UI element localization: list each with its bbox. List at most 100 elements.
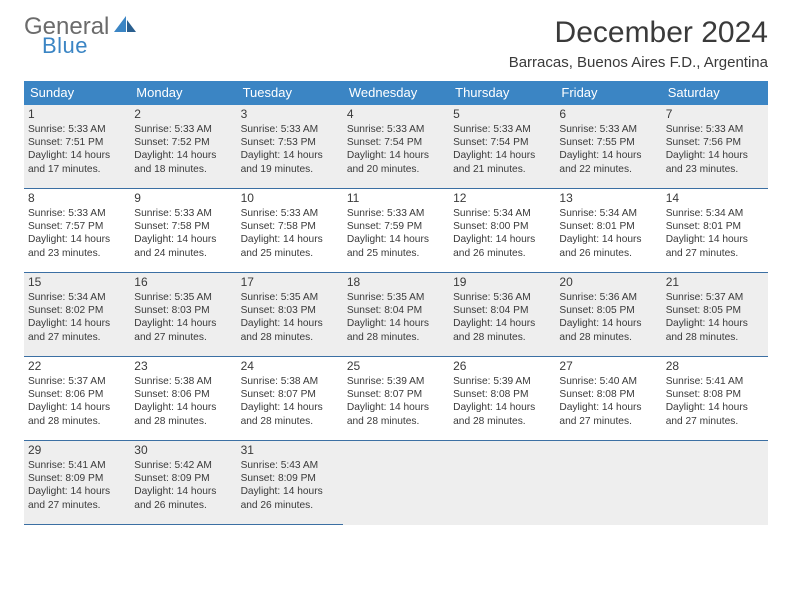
sunrise-line: Sunrise: 5:33 AM: [347, 207, 445, 220]
daylight-line-1: Daylight: 14 hours: [559, 233, 657, 246]
day-number: 26: [453, 359, 551, 374]
sunrise-line: Sunrise: 5:33 AM: [241, 123, 339, 136]
calendar-cell: 11Sunrise: 5:33 AMSunset: 7:59 PMDayligh…: [343, 189, 449, 273]
day-number: 22: [28, 359, 126, 374]
daylight-line-1: Daylight: 14 hours: [559, 149, 657, 162]
calendar-cell: 26Sunrise: 5:39 AMSunset: 8:08 PMDayligh…: [449, 357, 555, 441]
sunrise-line: Sunrise: 5:33 AM: [134, 123, 232, 136]
sunset-line: Sunset: 8:01 PM: [559, 220, 657, 233]
sunset-line: Sunset: 8:05 PM: [559, 304, 657, 317]
sunrise-line: Sunrise: 5:34 AM: [28, 291, 126, 304]
weekday-header: Thursday: [449, 81, 555, 105]
calendar-cell: 30Sunrise: 5:42 AMSunset: 8:09 PMDayligh…: [130, 441, 236, 525]
sunset-line: Sunset: 7:55 PM: [559, 136, 657, 149]
daylight-line-2: and 28 minutes.: [559, 331, 657, 344]
sunset-line: Sunset: 8:04 PM: [347, 304, 445, 317]
calendar-cell: 14Sunrise: 5:34 AMSunset: 8:01 PMDayligh…: [662, 189, 768, 273]
sunrise-line: Sunrise: 5:34 AM: [666, 207, 764, 220]
day-number: 25: [347, 359, 445, 374]
day-number: 27: [559, 359, 657, 374]
sunrise-line: Sunrise: 5:37 AM: [666, 291, 764, 304]
calendar-cell: 3Sunrise: 5:33 AMSunset: 7:53 PMDaylight…: [237, 105, 343, 189]
location-text: Barracas, Buenos Aires F.D., Argentina: [509, 54, 768, 71]
calendar-cell: 15Sunrise: 5:34 AMSunset: 8:02 PMDayligh…: [24, 273, 130, 357]
sunset-line: Sunset: 8:03 PM: [134, 304, 232, 317]
calendar-cell: 13Sunrise: 5:34 AMSunset: 8:01 PMDayligh…: [555, 189, 661, 273]
sunset-line: Sunset: 8:08 PM: [559, 388, 657, 401]
calendar-row: 8Sunrise: 5:33 AMSunset: 7:57 PMDaylight…: [24, 189, 768, 273]
daylight-line-1: Daylight: 14 hours: [28, 149, 126, 162]
day-number: 13: [559, 191, 657, 206]
sunrise-line: Sunrise: 5:33 AM: [28, 123, 126, 136]
sunset-line: Sunset: 8:09 PM: [28, 472, 126, 485]
daylight-line-1: Daylight: 14 hours: [453, 233, 551, 246]
day-number: 21: [666, 275, 764, 290]
calendar-cell: 6Sunrise: 5:33 AMSunset: 7:55 PMDaylight…: [555, 105, 661, 189]
daylight-line-2: and 20 minutes.: [347, 163, 445, 176]
daylight-line-2: and 28 minutes.: [453, 331, 551, 344]
sunrise-line: Sunrise: 5:35 AM: [134, 291, 232, 304]
calendar-cell: 4Sunrise: 5:33 AMSunset: 7:54 PMDaylight…: [343, 105, 449, 189]
calendar-row: 29Sunrise: 5:41 AMSunset: 8:09 PMDayligh…: [24, 441, 768, 525]
month-title: December 2024: [509, 16, 768, 50]
calendar-cell: 18Sunrise: 5:35 AMSunset: 8:04 PMDayligh…: [343, 273, 449, 357]
day-number: 17: [241, 275, 339, 290]
sunset-line: Sunset: 8:09 PM: [241, 472, 339, 485]
sunrise-line: Sunrise: 5:34 AM: [559, 207, 657, 220]
calendar-cell: [555, 441, 661, 525]
daylight-line-1: Daylight: 14 hours: [134, 233, 232, 246]
daylight-line-2: and 18 minutes.: [134, 163, 232, 176]
calendar-cell: 2Sunrise: 5:33 AMSunset: 7:52 PMDaylight…: [130, 105, 236, 189]
weekday-header: Friday: [555, 81, 661, 105]
daylight-line-2: and 21 minutes.: [453, 163, 551, 176]
calendar-cell: 8Sunrise: 5:33 AMSunset: 7:57 PMDaylight…: [24, 189, 130, 273]
day-number: 14: [666, 191, 764, 206]
day-number: 8: [28, 191, 126, 206]
daylight-line-1: Daylight: 14 hours: [453, 149, 551, 162]
calendar-table: Sunday Monday Tuesday Wednesday Thursday…: [24, 81, 768, 525]
daylight-line-2: and 28 minutes.: [134, 415, 232, 428]
sunset-line: Sunset: 8:01 PM: [666, 220, 764, 233]
daylight-line-2: and 23 minutes.: [666, 163, 764, 176]
daylight-line-2: and 28 minutes.: [666, 331, 764, 344]
sail-icon: [114, 21, 138, 38]
daylight-line-1: Daylight: 14 hours: [28, 317, 126, 330]
calendar-cell: [343, 441, 449, 525]
day-number: 5: [453, 107, 551, 122]
calendar-cell: 25Sunrise: 5:39 AMSunset: 8:07 PMDayligh…: [343, 357, 449, 441]
sunrise-line: Sunrise: 5:43 AM: [241, 459, 339, 472]
daylight-line-2: and 26 minutes.: [241, 499, 339, 512]
day-number: 31: [241, 443, 339, 458]
calendar-cell: 21Sunrise: 5:37 AMSunset: 8:05 PMDayligh…: [662, 273, 768, 357]
calendar-cell: 12Sunrise: 5:34 AMSunset: 8:00 PMDayligh…: [449, 189, 555, 273]
sunset-line: Sunset: 7:53 PM: [241, 136, 339, 149]
sunrise-line: Sunrise: 5:41 AM: [666, 375, 764, 388]
calendar-cell: 17Sunrise: 5:35 AMSunset: 8:03 PMDayligh…: [237, 273, 343, 357]
sunrise-line: Sunrise: 5:33 AM: [559, 123, 657, 136]
sunset-line: Sunset: 7:58 PM: [241, 220, 339, 233]
daylight-line-2: and 28 minutes.: [241, 331, 339, 344]
daylight-line-2: and 25 minutes.: [347, 247, 445, 260]
calendar-cell: 9Sunrise: 5:33 AMSunset: 7:58 PMDaylight…: [130, 189, 236, 273]
sunrise-line: Sunrise: 5:33 AM: [347, 123, 445, 136]
sunrise-line: Sunrise: 5:37 AM: [28, 375, 126, 388]
calendar-cell: 20Sunrise: 5:36 AMSunset: 8:05 PMDayligh…: [555, 273, 661, 357]
sunrise-line: Sunrise: 5:38 AM: [241, 375, 339, 388]
sunset-line: Sunset: 8:06 PM: [28, 388, 126, 401]
sunrise-line: Sunrise: 5:36 AM: [559, 291, 657, 304]
day-number: 20: [559, 275, 657, 290]
calendar-cell: 24Sunrise: 5:38 AMSunset: 8:07 PMDayligh…: [237, 357, 343, 441]
sunset-line: Sunset: 8:04 PM: [453, 304, 551, 317]
daylight-line-2: and 28 minutes.: [241, 415, 339, 428]
calendar-cell: 23Sunrise: 5:38 AMSunset: 8:06 PMDayligh…: [130, 357, 236, 441]
sunset-line: Sunset: 7:58 PM: [134, 220, 232, 233]
sunset-line: Sunset: 8:03 PM: [241, 304, 339, 317]
day-number: 28: [666, 359, 764, 374]
daylight-line-2: and 27 minutes.: [28, 331, 126, 344]
calendar-cell: 27Sunrise: 5:40 AMSunset: 8:08 PMDayligh…: [555, 357, 661, 441]
logo: General Blue: [24, 16, 138, 60]
sunset-line: Sunset: 7:51 PM: [28, 136, 126, 149]
sunset-line: Sunset: 8:07 PM: [241, 388, 339, 401]
sunrise-line: Sunrise: 5:36 AM: [453, 291, 551, 304]
weekday-header: Sunday: [24, 81, 130, 105]
